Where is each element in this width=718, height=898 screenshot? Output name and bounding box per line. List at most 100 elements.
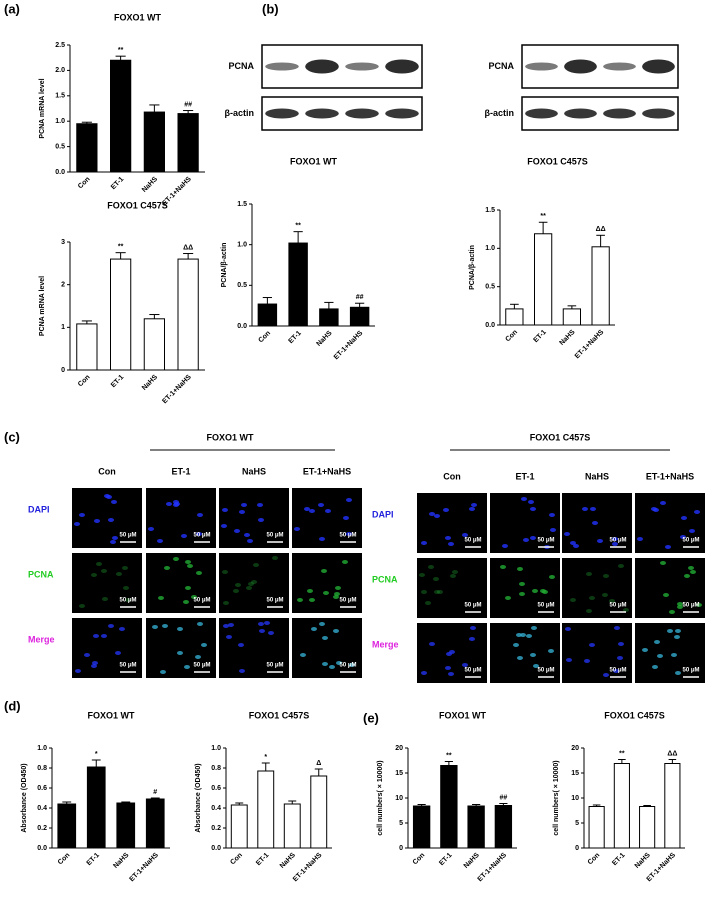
y-tick-label: 15 xyxy=(571,770,579,777)
cell xyxy=(123,586,129,590)
cell xyxy=(689,529,695,533)
cell xyxy=(197,622,203,626)
cell xyxy=(148,527,154,531)
cell xyxy=(566,658,572,662)
chart-title: FOXO1 WT xyxy=(114,12,162,22)
micrograph xyxy=(635,493,705,553)
cell xyxy=(75,669,81,673)
cell xyxy=(196,532,202,536)
bar xyxy=(494,805,513,849)
bar xyxy=(110,258,132,371)
scale-label: 50 μM xyxy=(193,533,210,539)
cell xyxy=(201,643,207,647)
y-tick-label: 0.6 xyxy=(211,785,221,792)
cell xyxy=(187,564,193,568)
blot-label: PCNA xyxy=(228,61,254,71)
column-label: Con xyxy=(98,466,116,476)
cell xyxy=(652,665,658,669)
y-tick-label: 20 xyxy=(571,745,579,752)
bar xyxy=(76,123,98,173)
y-tick-label: 1.0 xyxy=(55,118,65,125)
cell xyxy=(197,513,203,517)
scale-label: 50 μM xyxy=(119,598,136,604)
scale-label: 50 μM xyxy=(682,603,699,609)
cell xyxy=(449,650,455,654)
cell xyxy=(183,600,189,604)
cell xyxy=(617,656,623,660)
x-tick-label: Con xyxy=(412,852,427,867)
cell xyxy=(609,599,615,603)
cell xyxy=(677,605,683,609)
y-tick-label: 0.8 xyxy=(37,765,47,772)
row-label: Merge xyxy=(372,639,399,649)
y-tick-label: 0.5 xyxy=(55,143,65,150)
scale-label: 50 μM xyxy=(464,668,481,674)
cell xyxy=(448,542,454,546)
significance-label: ** xyxy=(446,752,452,759)
cell xyxy=(195,655,201,659)
cell xyxy=(530,536,536,540)
cell xyxy=(222,570,228,574)
cell xyxy=(309,509,315,513)
cell xyxy=(108,624,114,628)
cell xyxy=(333,629,339,633)
scale-label: 50 μM xyxy=(119,663,136,669)
cell xyxy=(319,537,325,541)
cell xyxy=(540,589,546,593)
significance-label: * xyxy=(264,754,267,761)
significance-label: * xyxy=(95,751,98,758)
scale-label: 50 μM xyxy=(193,663,210,669)
cell xyxy=(122,566,128,570)
cell xyxy=(166,502,172,506)
x-tick-label: NaHS xyxy=(558,329,576,347)
cell xyxy=(421,671,427,675)
cell xyxy=(223,624,229,628)
y-tick-label: 20 xyxy=(395,745,403,752)
cell xyxy=(590,507,596,511)
cell xyxy=(589,643,595,647)
cell xyxy=(612,537,618,541)
x-tick-label: ET-1 xyxy=(611,852,626,867)
y-tick-label: 1.0 xyxy=(211,745,221,752)
bar xyxy=(664,763,681,849)
bar xyxy=(230,804,248,849)
cell xyxy=(321,569,327,573)
bar xyxy=(110,59,132,173)
cell xyxy=(221,524,227,528)
y-tick-label: 0.0 xyxy=(55,169,65,176)
scale-label: 50 μM xyxy=(119,533,136,539)
y-tick-label: 2.5 xyxy=(55,42,65,49)
bar xyxy=(639,806,656,849)
significance-label: Δ xyxy=(316,760,321,767)
cell xyxy=(174,502,180,506)
significance-label: ** xyxy=(295,222,301,229)
x-tick-label: ET-1+NaHS xyxy=(574,329,606,361)
micrograph xyxy=(417,558,487,618)
cell xyxy=(597,539,603,543)
bar xyxy=(116,802,136,849)
cell xyxy=(502,544,508,548)
cell xyxy=(112,536,118,540)
y-tick-label: 0 xyxy=(575,845,579,852)
cell xyxy=(241,503,247,507)
scale-label: 50 μM xyxy=(266,533,283,539)
scale-label: 50 μM xyxy=(464,603,481,609)
x-tick-label: ET-1 xyxy=(110,374,125,389)
cell xyxy=(184,665,190,669)
y-axis-label: cell numbers( × 10000) xyxy=(553,760,560,835)
cell xyxy=(336,661,342,665)
scale-label: 50 μM xyxy=(609,538,626,544)
bar xyxy=(562,308,581,326)
blot-label: PCNA xyxy=(488,61,514,71)
cell xyxy=(244,533,250,537)
cell xyxy=(74,522,80,526)
cell xyxy=(191,595,197,599)
micrograph xyxy=(219,553,289,613)
cell xyxy=(674,635,680,639)
y-tick-label: 0.5 xyxy=(237,282,247,289)
cell xyxy=(238,643,244,647)
bar xyxy=(440,765,458,849)
cell xyxy=(469,637,475,641)
cell xyxy=(623,608,629,612)
cell xyxy=(323,591,329,595)
